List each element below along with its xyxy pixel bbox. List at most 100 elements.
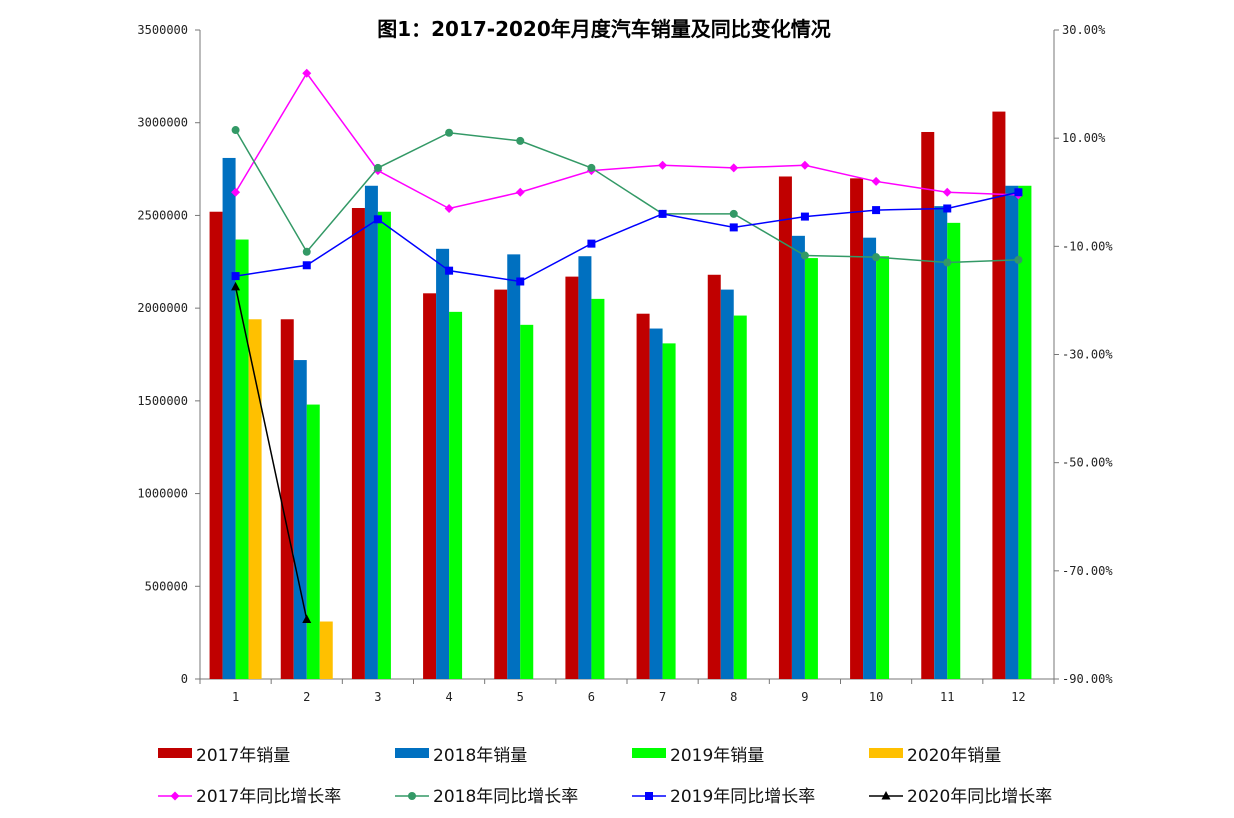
- right-tick-label: 30.00%: [1062, 23, 1106, 37]
- bar: [992, 111, 1006, 680]
- line-point: [302, 261, 311, 270]
- legend-label: 2018年销量: [433, 746, 527, 766]
- line-point: [872, 206, 881, 215]
- bar: [423, 293, 437, 679]
- line-point: [800, 212, 809, 221]
- bar: [222, 157, 236, 680]
- legend-swatch: [869, 748, 903, 758]
- bar: [863, 237, 877, 679]
- legend-label: 2020年销量: [907, 746, 1001, 766]
- bar: [649, 328, 663, 679]
- bar: [720, 289, 734, 679]
- line-point: [871, 176, 881, 186]
- bar: [733, 315, 747, 679]
- bar: [494, 289, 508, 679]
- right-tick-label: -50.00%: [1062, 456, 1113, 470]
- bar: [248, 319, 262, 679]
- line-point: [445, 266, 454, 275]
- legend-label: 2017年同比增长率: [196, 787, 341, 807]
- x-tick-label: 5: [517, 690, 524, 704]
- chart-title: 图1：2017-2020年月度汽车销量及同比变化情况: [377, 17, 831, 41]
- x-tick-label: 7: [659, 690, 666, 704]
- left-tick-label: 0: [181, 672, 188, 686]
- left-tick-label: 3500000: [137, 23, 188, 37]
- line-point: [800, 160, 810, 170]
- x-tick-label: 9: [801, 690, 808, 704]
- line-point: [729, 223, 738, 232]
- line-point: [373, 215, 382, 224]
- series-line: [234, 71, 1019, 210]
- x-tick-label: 1: [232, 690, 239, 704]
- right-tick-label: -30.00%: [1062, 348, 1113, 362]
- bar: [364, 185, 378, 679]
- bar: [351, 208, 365, 680]
- line-point: [872, 253, 881, 262]
- line-point: [516, 136, 525, 145]
- bar: [235, 239, 249, 679]
- line-point: [515, 187, 525, 197]
- bar: [319, 621, 333, 679]
- line-point: [302, 614, 312, 624]
- x-tick-label: 8: [730, 690, 737, 704]
- right-tick-label: -70.00%: [1062, 564, 1113, 578]
- left-tick-label: 2500000: [137, 208, 188, 222]
- line-point: [231, 126, 240, 135]
- right-tick-label: 10.00%: [1062, 131, 1106, 145]
- bar: [804, 258, 818, 679]
- line-point: [587, 163, 596, 172]
- bar: [293, 360, 307, 679]
- line-point: [943, 204, 952, 213]
- bar: [1018, 185, 1032, 679]
- line-point: [645, 792, 653, 800]
- line-point: [587, 239, 596, 248]
- line-point: [170, 791, 180, 801]
- line-point: [408, 792, 416, 800]
- plot-area: 0 500000 1000000 1500000 2000000 2500000 30000…: [137, 23, 1113, 704]
- bar: [1005, 185, 1019, 679]
- bar: [934, 206, 948, 679]
- bar: [591, 298, 605, 679]
- line-point: [800, 251, 809, 260]
- line-point: [658, 209, 667, 218]
- x-tick-label: 10: [869, 690, 883, 704]
- bar: [662, 343, 676, 679]
- left-tick-label: 3000000: [137, 116, 188, 130]
- line-point: [658, 160, 668, 170]
- line-point: [231, 281, 241, 291]
- x-tick-label: 12: [1011, 690, 1025, 704]
- line-point: [943, 258, 952, 267]
- bar: [449, 311, 463, 679]
- line-point: [1014, 188, 1023, 197]
- bar: [791, 235, 805, 679]
- series-line: [234, 286, 308, 620]
- line-point: [729, 163, 739, 173]
- left-tick-label: 2000000: [137, 301, 188, 315]
- bar: [778, 176, 792, 679]
- bar: [520, 324, 534, 679]
- bar: [947, 222, 961, 680]
- bar: [565, 276, 579, 679]
- line-point: [729, 209, 738, 218]
- legend-swatch: [158, 748, 192, 758]
- legend-swatch: [632, 748, 666, 758]
- series-line: [235, 191, 1019, 283]
- legend: 2017年销量 2018年销量 2019年销量 2020年销量 2017年同比增长率 20…: [158, 746, 1052, 807]
- x-tick-label: 3: [374, 690, 381, 704]
- right-tick-label: -10.00%: [1062, 239, 1113, 253]
- bar: [707, 274, 721, 679]
- bar: [507, 254, 521, 679]
- x-tick-label: 2: [303, 690, 310, 704]
- bar: [636, 313, 650, 679]
- bar: [876, 256, 890, 679]
- line-point: [302, 68, 312, 78]
- line-point: [516, 277, 525, 286]
- bar: [850, 178, 864, 680]
- line-point: [942, 187, 952, 197]
- bar: [280, 319, 294, 679]
- line-point: [231, 187, 241, 197]
- right-tick-label: -90.00%: [1062, 672, 1113, 686]
- bar: [578, 256, 592, 679]
- line-point: [881, 791, 891, 800]
- line-point: [231, 272, 240, 281]
